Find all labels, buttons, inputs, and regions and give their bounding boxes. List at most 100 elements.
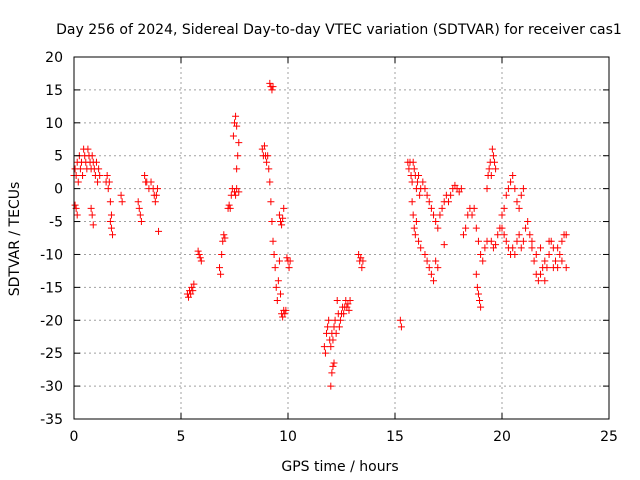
data-point xyxy=(274,277,282,285)
data-point xyxy=(147,178,155,186)
data-point xyxy=(549,264,557,272)
y-tick-label: 5 xyxy=(54,149,63,165)
x-tick-label: 25 xyxy=(600,429,618,445)
data-point xyxy=(233,165,241,173)
data-point xyxy=(487,171,495,179)
data-point xyxy=(423,191,431,199)
y-tick-label: -5 xyxy=(49,215,63,231)
data-point xyxy=(419,178,427,186)
data-point xyxy=(554,244,562,252)
x-tick-label: 5 xyxy=(177,429,186,445)
data-point xyxy=(481,244,489,252)
data-point xyxy=(492,165,500,173)
data-point xyxy=(266,79,274,87)
series-seg-p xyxy=(258,142,285,305)
x-axis-ticks: 0 5 10 15 20 25 xyxy=(70,57,618,445)
data-point xyxy=(473,283,481,291)
data-point xyxy=(225,201,233,209)
data-point xyxy=(438,204,446,212)
y-tick-label: 20 xyxy=(45,50,63,66)
data-point xyxy=(277,290,285,298)
data-point xyxy=(118,198,126,206)
data-point xyxy=(411,231,419,239)
data-point xyxy=(427,204,435,212)
data-point xyxy=(107,224,115,232)
data-point xyxy=(104,185,112,193)
data-point xyxy=(476,297,484,305)
series-seg-o xyxy=(233,139,243,173)
data-point xyxy=(517,191,525,199)
data-point xyxy=(345,306,353,314)
data-point xyxy=(336,316,344,324)
data-point xyxy=(434,264,442,272)
data-point xyxy=(275,211,283,219)
data-point xyxy=(329,336,337,344)
data-point xyxy=(263,158,271,166)
data-point xyxy=(327,343,335,351)
y-tick-label: 0 xyxy=(54,182,63,198)
data-point xyxy=(425,198,433,206)
data-point xyxy=(519,185,527,193)
series-seg-b xyxy=(71,201,81,219)
data-point xyxy=(468,211,476,219)
x-tick-label: 15 xyxy=(386,429,404,445)
data-point xyxy=(283,254,291,262)
data-point xyxy=(280,204,288,212)
series-seg-n xyxy=(229,112,241,140)
series-seg-ae xyxy=(483,145,500,193)
series-seg-x xyxy=(396,316,405,331)
data-point xyxy=(515,231,523,239)
data-point xyxy=(511,250,519,258)
data-point xyxy=(269,237,277,245)
data-point xyxy=(409,158,417,166)
series-seg-t xyxy=(283,254,294,272)
data-point xyxy=(409,211,417,219)
data-point xyxy=(397,323,405,331)
series-seg-af xyxy=(487,171,527,252)
data-point xyxy=(195,250,203,258)
data-point xyxy=(440,241,448,249)
y-tick-label: -25 xyxy=(40,346,63,362)
data-point xyxy=(151,198,159,206)
data-point xyxy=(103,171,111,179)
data-point xyxy=(335,323,343,331)
series-seg-q xyxy=(266,79,277,94)
data-point xyxy=(266,178,274,186)
x-tick-label: 10 xyxy=(279,429,297,445)
data-point xyxy=(517,244,525,252)
data-point xyxy=(430,211,438,219)
series-seg-l xyxy=(216,231,229,278)
data-point xyxy=(141,171,149,179)
data-point xyxy=(528,237,536,245)
data-point xyxy=(562,231,570,239)
data-point xyxy=(153,185,161,193)
data-point xyxy=(324,323,332,331)
data-point xyxy=(71,201,79,209)
data-point xyxy=(92,158,100,166)
data-point xyxy=(264,152,272,160)
data-point xyxy=(87,204,95,212)
y-tick-label: -10 xyxy=(40,247,63,263)
data-point xyxy=(436,211,444,219)
data-point xyxy=(221,234,229,242)
data-point xyxy=(137,218,145,226)
data-point xyxy=(134,198,142,206)
data-point xyxy=(504,185,512,193)
data-point xyxy=(321,349,329,357)
series-seg-ag xyxy=(498,218,570,285)
data-point xyxy=(492,241,500,249)
data-point xyxy=(152,191,160,199)
data-point xyxy=(325,316,333,324)
data-point xyxy=(79,171,87,179)
data-point xyxy=(216,264,224,272)
data-point xyxy=(281,310,289,318)
data-point xyxy=(268,218,276,226)
data-point xyxy=(235,188,243,196)
data-point xyxy=(558,237,566,245)
data-point xyxy=(218,250,226,258)
data-point xyxy=(416,191,424,199)
data-point xyxy=(447,191,455,199)
data-point xyxy=(558,257,566,265)
data-point xyxy=(474,237,482,245)
data-point xyxy=(105,178,113,186)
